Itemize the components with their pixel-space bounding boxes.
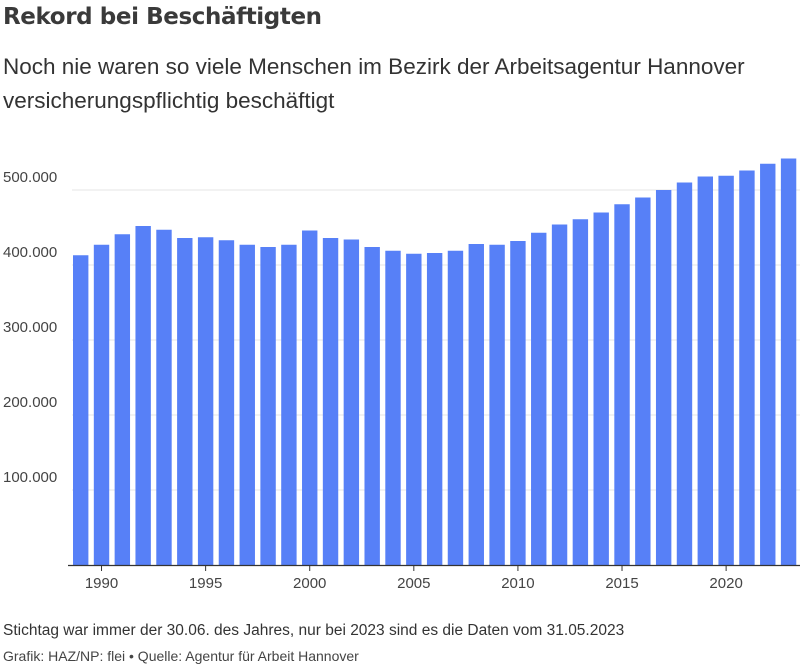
x-tick-label: 2015 (605, 575, 638, 592)
bar (531, 232, 547, 565)
bar (760, 163, 776, 565)
bar-chart: 100.000 200.000 300.000 400.000 500.000 1990… (3, 158, 800, 592)
bar (156, 229, 172, 565)
x-tick-label: 1995 (189, 575, 222, 592)
chart-subtitle: Noch nie waren so viele Menschen im Bezi… (3, 54, 745, 113)
y-tick-label: 400.000 (3, 244, 57, 261)
bar (177, 238, 193, 565)
x-tick-label: 2010 (501, 575, 534, 592)
bar (468, 244, 484, 565)
bar (197, 237, 214, 565)
bar (302, 230, 318, 565)
x-tick-label: 2000 (293, 575, 326, 592)
bar (510, 241, 526, 565)
x-tick-label: 1990 (85, 575, 118, 592)
bar (655, 190, 672, 565)
bar (260, 247, 276, 565)
chart-credit: Grafik: HAZ/NP: flei • Quelle: Agentur f… (3, 648, 359, 664)
bar (780, 158, 797, 565)
y-tick-label: 200.000 (3, 394, 57, 411)
bar (364, 247, 380, 565)
bar (135, 226, 151, 565)
bar (572, 219, 589, 565)
chart-title: Rekord bei Beschäftigten (3, 4, 322, 30)
bar (614, 204, 630, 565)
bar (218, 240, 235, 565)
bar (322, 238, 339, 565)
bar (426, 253, 443, 565)
x-tick-label: 2005 (397, 575, 430, 592)
y-axis-ticks: 100.000 200.000 300.000 400.000 500.000 (3, 169, 57, 486)
chart-note: Stichtag war immer der 30.06. des Jahres… (3, 622, 625, 639)
bar (281, 244, 297, 565)
y-tick-label: 500.000 (3, 169, 57, 186)
x-axis-ticks: 1990 1995 2000 2005 2010 2015 2020 (85, 565, 743, 592)
bar (551, 224, 568, 565)
bar (676, 182, 693, 565)
bar (239, 244, 255, 565)
x-tick-label: 2020 (709, 575, 742, 592)
bar (93, 244, 110, 565)
bars (73, 158, 797, 565)
bar (385, 250, 401, 565)
bar (406, 253, 422, 565)
bar (447, 250, 464, 565)
bar (718, 175, 734, 565)
bar (343, 239, 360, 565)
bar (739, 170, 755, 565)
bar (489, 244, 505, 565)
y-tick-label: 100.000 (3, 469, 57, 486)
bar (114, 234, 131, 565)
bar (697, 176, 713, 565)
bar (593, 212, 609, 565)
bar (73, 255, 89, 565)
bar (635, 197, 651, 565)
y-tick-label: 300.000 (3, 319, 57, 336)
